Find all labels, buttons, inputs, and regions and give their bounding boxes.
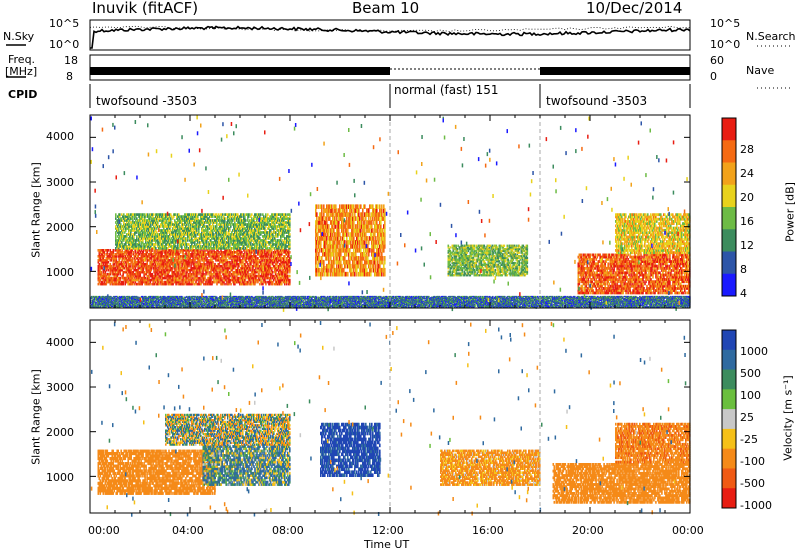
freq-tick-top: 18 [64, 54, 78, 67]
power-colorbar-swatch-3 [722, 185, 736, 208]
noise-left-tick-top: 10^5 [49, 17, 79, 30]
nave-tick-bottom: 0 [710, 70, 717, 83]
velocity-cb-tick-1000: 1000 [740, 345, 768, 358]
velocity-y-tick-4000: 4000 [46, 336, 74, 349]
power-colorbar-swatch-7 [722, 274, 736, 297]
power-y-tick-2000: 2000 [46, 221, 74, 234]
velocity-region-3 [320, 423, 381, 477]
noise-left-tick-bottom: 10^0 [49, 38, 79, 51]
power-region-0 [98, 249, 291, 285]
velocity-region-0 [98, 450, 216, 495]
velocity-colorbar-swatch-6 [722, 449, 736, 469]
noise-sky-label: N.Sky [3, 30, 34, 43]
x-tick-5: 20:00 [572, 524, 604, 537]
noise-right-tick-top: 10^5 [710, 17, 740, 30]
power-y-tick-4000: 4000 [46, 130, 74, 143]
power-cb-tick-4: 4 [740, 287, 747, 300]
power-cb-tick-20: 20 [740, 191, 754, 204]
power-colorbar-swatch-6 [722, 252, 736, 275]
freq-unit-label: [MHz] [5, 65, 37, 78]
velocity-colorbar-swatch-3 [722, 389, 736, 409]
velocity-colorbar-swatch-7 [722, 468, 736, 488]
freq-band-3 [540, 67, 690, 75]
x-axis-label: Time UT [364, 538, 409, 551]
power-cb-label: Power [dB] [784, 182, 797, 242]
x-tick-2: 08:00 [272, 524, 304, 537]
nave-label: Nave [746, 64, 774, 77]
velocity-cb-tick-m100: -100 [740, 455, 765, 468]
velocity-cb-tick-500: 500 [740, 367, 761, 380]
velocity-region-1 [203, 445, 291, 486]
power-colorbar-swatch-1 [722, 140, 736, 163]
power-cb-tick-16: 16 [740, 215, 754, 228]
beam-title: Beam 10 [352, 0, 419, 17]
noise-search-label: N.Search [746, 30, 796, 43]
power-y-tick-1000: 1000 [46, 266, 74, 279]
noise-panel-frame [90, 20, 690, 50]
velocity-colorbar-swatch-2 [722, 370, 736, 390]
velocity-cb-tick-100: 100 [740, 389, 761, 402]
velocity-y-tick-3000: 3000 [46, 381, 74, 394]
power-colorbar-swatch-5 [722, 229, 736, 252]
power-colorbar-swatch-0 [722, 118, 736, 141]
station-title: Inuvik (fitACF) [92, 0, 198, 17]
velocity-cb-tick-25: 25 [740, 411, 754, 424]
nave-tick-top: 60 [710, 54, 724, 67]
noise-right-tick-bottom: 10^0 [710, 38, 740, 51]
x-tick-6: 00:00 [672, 524, 704, 537]
power-cb-tick-28: 28 [740, 143, 754, 156]
freq-tick-bottom: 8 [66, 70, 73, 83]
x-tick-4: 16:00 [472, 524, 504, 537]
cpid-label: CPID [8, 88, 37, 101]
power-colorbar-swatch-4 [722, 207, 736, 230]
velocity-cb-tick-m25: -25 [740, 433, 758, 446]
cpid-segment-3: twofsound -3503 [546, 94, 647, 108]
power-region-4 [578, 254, 691, 295]
velocity-cb-tick-m500: -500 [740, 477, 765, 490]
power-region-2 [315, 204, 386, 276]
power-region-5 [615, 213, 691, 254]
date-title: 10/Dec/2014 [586, 0, 682, 17]
velocity-y-tick-1000: 1000 [46, 471, 74, 484]
velocity-cb-label: Velocity [m s⁻¹] [782, 375, 795, 460]
noise-sky-trace [90, 27, 690, 49]
velocity-region-4 [440, 450, 541, 486]
power-y-axis-label: Slant Range [km] [30, 162, 43, 258]
velocity-colorbar-swatch-8 [722, 488, 736, 508]
cpid-segment-2: normal (fast) 151 [394, 83, 498, 97]
power-cb-tick-8: 8 [740, 263, 747, 276]
x-tick-3: 12:00 [372, 524, 404, 537]
velocity-colorbar-swatch-5 [722, 429, 736, 449]
velocity-colorbar-swatch-0 [722, 330, 736, 350]
velocity-colorbar-swatch-1 [722, 350, 736, 370]
x-tick-0: 00:00 [88, 524, 120, 537]
velocity-region-5 [553, 463, 691, 504]
velocity-region-6 [615, 423, 691, 464]
power-cb-tick-12: 12 [740, 239, 754, 252]
velocity-y-axis-label: Slant Range [km] [30, 369, 43, 465]
power-region-1 [115, 213, 291, 249]
power-colorbar-swatch-2 [722, 163, 736, 186]
velocity-cb-tick-m1000: -1000 [740, 499, 772, 512]
velocity-y-tick-2000: 2000 [46, 426, 74, 439]
freq-band-1 [90, 67, 390, 75]
velocity-colorbar-swatch-4 [722, 409, 736, 429]
power-region-3 [448, 245, 529, 277]
power-cb-tick-24: 24 [740, 167, 754, 180]
x-tick-1: 04:00 [172, 524, 204, 537]
power-y-tick-3000: 3000 [46, 176, 74, 189]
cpid-segment-1: twofsound -3503 [96, 94, 197, 108]
